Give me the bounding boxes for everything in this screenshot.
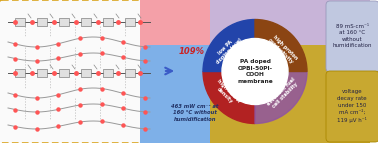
Bar (15, 69, 25, 77)
Text: voltage
decay rate
under 150
mA cm⁻²;
119 μV h⁻¹: voltage decay rate under 150 mA cm⁻²; 11… (337, 89, 367, 123)
Bar (59, 69, 69, 77)
Text: 109%: 109% (179, 47, 205, 56)
Text: PA doped
OPBI-50PI-
COOH
membrane: PA doped OPBI-50PI- COOH membrane (237, 59, 273, 84)
Text: high Power
density: high Power density (212, 79, 242, 108)
FancyBboxPatch shape (326, 1, 378, 72)
Bar (59, 18, 69, 26)
Wedge shape (203, 72, 255, 124)
Text: excellent fuel
cell stability: excellent fuel cell stability (266, 76, 300, 111)
Bar (15, 18, 25, 26)
FancyBboxPatch shape (140, 0, 300, 98)
Bar (125, 69, 135, 77)
Bar (37, 18, 47, 26)
Text: low PA
doping level: low PA doping level (211, 34, 243, 65)
FancyBboxPatch shape (210, 0, 370, 98)
Text: high proton
conductivity: high proton conductivity (267, 34, 299, 65)
Wedge shape (203, 19, 255, 72)
Bar (103, 69, 113, 77)
Bar (81, 18, 91, 26)
FancyBboxPatch shape (326, 71, 378, 142)
Wedge shape (255, 72, 307, 124)
Text: 89 mS·cm⁻¹
at 160 °C
without
humidification: 89 mS·cm⁻¹ at 160 °C without humidificat… (332, 24, 372, 48)
FancyBboxPatch shape (140, 45, 300, 143)
Bar (81, 69, 91, 77)
Bar (125, 18, 135, 26)
FancyBboxPatch shape (210, 45, 370, 143)
Wedge shape (255, 19, 307, 72)
Text: 463 mW cm⁻² at
160 °C without
humidification: 463 mW cm⁻² at 160 °C without humidifica… (171, 104, 219, 122)
Circle shape (222, 38, 288, 105)
FancyBboxPatch shape (0, 0, 160, 143)
Bar (37, 69, 47, 77)
Bar (103, 18, 113, 26)
